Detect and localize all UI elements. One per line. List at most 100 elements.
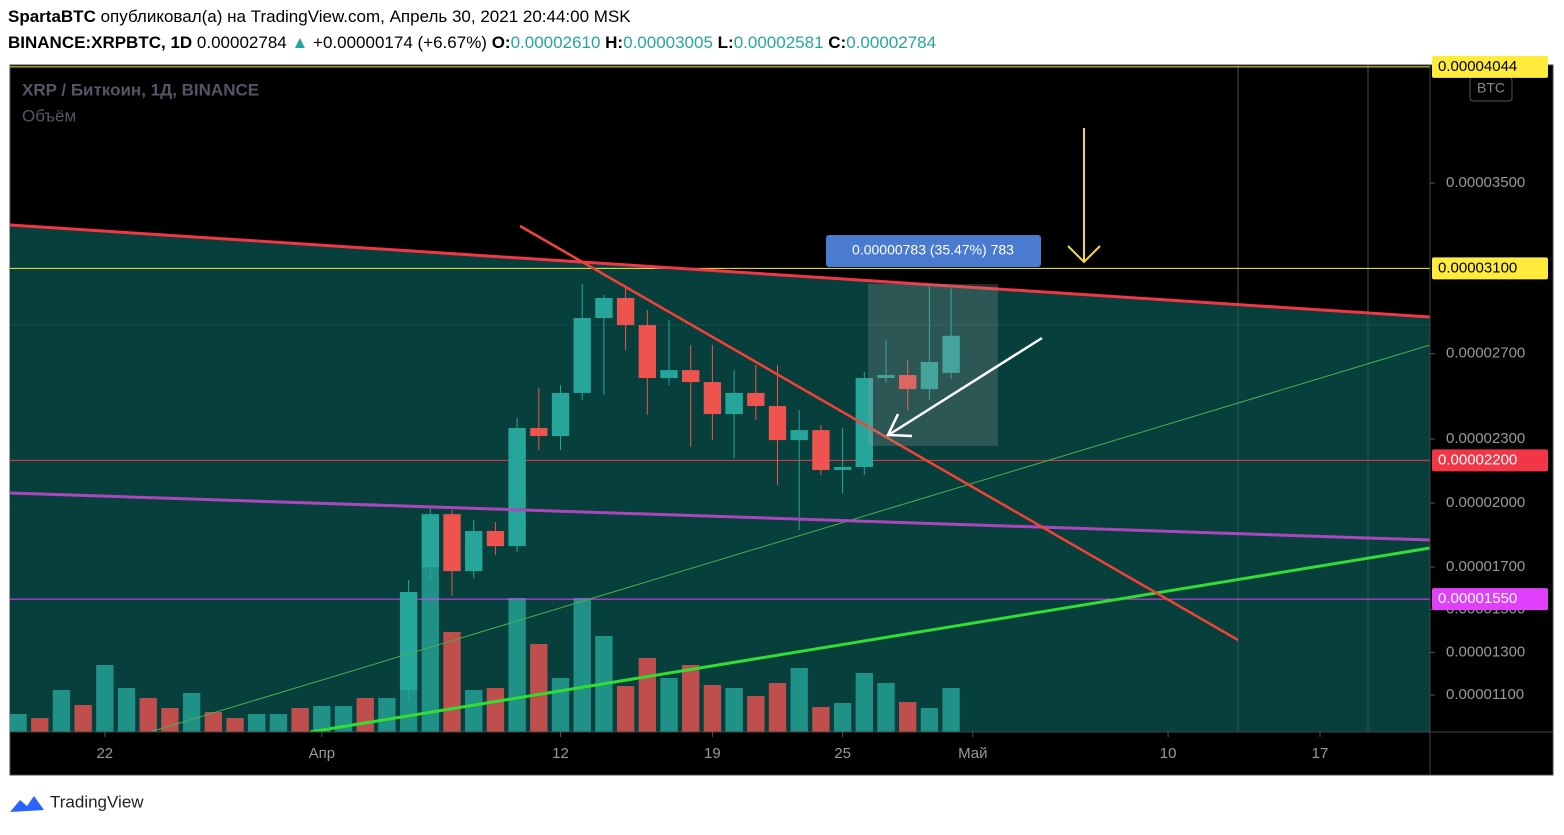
volume-bar xyxy=(703,685,722,732)
volume-bar xyxy=(313,706,331,732)
candle-body xyxy=(573,318,591,393)
candle-body xyxy=(812,430,830,470)
candle-body xyxy=(682,370,700,383)
symbol: BINANCE:XRPBTC, 1D xyxy=(8,33,192,52)
candle-body xyxy=(660,370,678,379)
level-label-bg xyxy=(1432,55,1548,78)
volume-bar xyxy=(725,688,743,732)
candle-body xyxy=(833,466,852,470)
plot xyxy=(10,66,1430,732)
volume-bar xyxy=(768,683,787,732)
candle-body xyxy=(508,427,526,547)
volume-bar xyxy=(117,688,136,732)
volume-bar xyxy=(139,698,157,732)
volume-bar xyxy=(378,698,396,732)
published: опубликовал(а) на TradingView.com, Апрел… xyxy=(101,7,632,26)
volume-bar xyxy=(682,665,700,732)
chart-title: XRP / Биткоин, 1Д, BINANCE xyxy=(22,80,259,99)
volume-bar xyxy=(291,708,309,732)
candle-body xyxy=(877,375,895,379)
level-label-bg xyxy=(1432,588,1548,611)
volume-bar xyxy=(226,718,244,732)
level-label: 0.00003100 xyxy=(1438,259,1517,276)
volume-bar xyxy=(530,644,548,732)
x-tick-label: 10 xyxy=(1160,745,1177,762)
candle-body xyxy=(465,531,483,572)
symbol-line: BINANCE:XRPBTC, 1D 0.00002784 ▲ +0.00000… xyxy=(8,33,936,52)
measure-box-label xyxy=(826,235,1041,267)
volume-bar xyxy=(52,690,71,732)
candle-body xyxy=(530,427,548,437)
candle-body xyxy=(768,405,787,441)
x-tick-label: Апр xyxy=(309,745,335,762)
volume-bar xyxy=(96,665,114,732)
candle-body xyxy=(747,392,765,406)
candle-body xyxy=(399,592,418,691)
volume-bar xyxy=(920,708,939,732)
candle-body xyxy=(486,531,505,547)
chart-subtitle: Объём xyxy=(22,106,76,125)
y-tick-label: 0.00003500 xyxy=(1446,174,1525,191)
volume-bar xyxy=(74,705,92,732)
last: 0.00002784 xyxy=(197,33,287,52)
change: +0.00000174 (+6.67%) xyxy=(313,33,487,52)
trend-line xyxy=(10,491,1430,542)
arrow-head xyxy=(1067,245,1101,264)
candle-body xyxy=(638,325,656,379)
author: SpartaBTC опубликовал(а) на TradingView.… xyxy=(8,7,631,26)
trend-line xyxy=(149,344,1430,732)
x-tick-label: 17 xyxy=(1312,745,1329,762)
volume-bar xyxy=(812,707,830,732)
logo: TradingView xyxy=(10,792,144,812)
candle-body xyxy=(616,298,635,326)
logo-icon xyxy=(10,796,44,812)
candle-body xyxy=(899,375,917,390)
y-tick-label: 0.00001300 xyxy=(1446,643,1525,660)
trend-line xyxy=(519,224,1239,642)
candle-body xyxy=(551,392,570,437)
volume-bar xyxy=(855,673,873,732)
candle-body xyxy=(725,392,743,415)
candle-body xyxy=(920,362,939,390)
brand: TradingView xyxy=(50,792,144,811)
l-label: L: xyxy=(718,33,734,52)
x-tick-label: 22 xyxy=(96,745,113,762)
measure-label: 0.00000783 (35.47%) 783 xyxy=(852,242,1014,258)
x-tick-label: 25 xyxy=(834,745,851,762)
candle-body xyxy=(421,514,439,568)
volume-bar xyxy=(443,632,461,732)
volume-bar xyxy=(660,678,678,732)
l: 0.00002581 xyxy=(734,33,824,52)
volume-bar xyxy=(616,686,635,732)
candle-body xyxy=(855,378,873,467)
c: 0.00002784 xyxy=(846,33,936,52)
trend-line xyxy=(10,223,1430,319)
o-label: O: xyxy=(492,33,511,52)
axes: 0.00003500 0.00002700 0.00002300 0.00002000… xyxy=(96,55,1548,762)
level-label: 0.00001550 xyxy=(1438,590,1517,607)
trend-line xyxy=(309,546,1430,732)
y-tick-label: 0.00002700 xyxy=(1446,345,1525,362)
arrow: ▲ xyxy=(291,33,308,52)
volume-bar xyxy=(899,702,917,732)
author-name: SpartaBTC xyxy=(8,7,96,26)
currency: BTC xyxy=(1477,80,1505,96)
volume-bar xyxy=(638,658,656,732)
candle-body xyxy=(942,335,960,373)
volume-bar xyxy=(942,688,960,732)
level-label-bg xyxy=(1432,257,1548,280)
volume-bar xyxy=(10,714,27,732)
volume-bar xyxy=(248,714,266,732)
volume-bar xyxy=(486,688,505,732)
y-tick-label: 0.00002300 xyxy=(1446,430,1525,447)
volume-bar xyxy=(790,668,808,732)
level-label-bg xyxy=(1432,449,1548,472)
volume-bar xyxy=(573,598,591,732)
volume-bar xyxy=(204,712,223,732)
c-label: C: xyxy=(828,33,846,52)
volume-bar xyxy=(356,698,374,732)
candle-body xyxy=(790,430,808,441)
volume-bar xyxy=(269,714,288,732)
x-tick-label: 12 xyxy=(552,745,569,762)
